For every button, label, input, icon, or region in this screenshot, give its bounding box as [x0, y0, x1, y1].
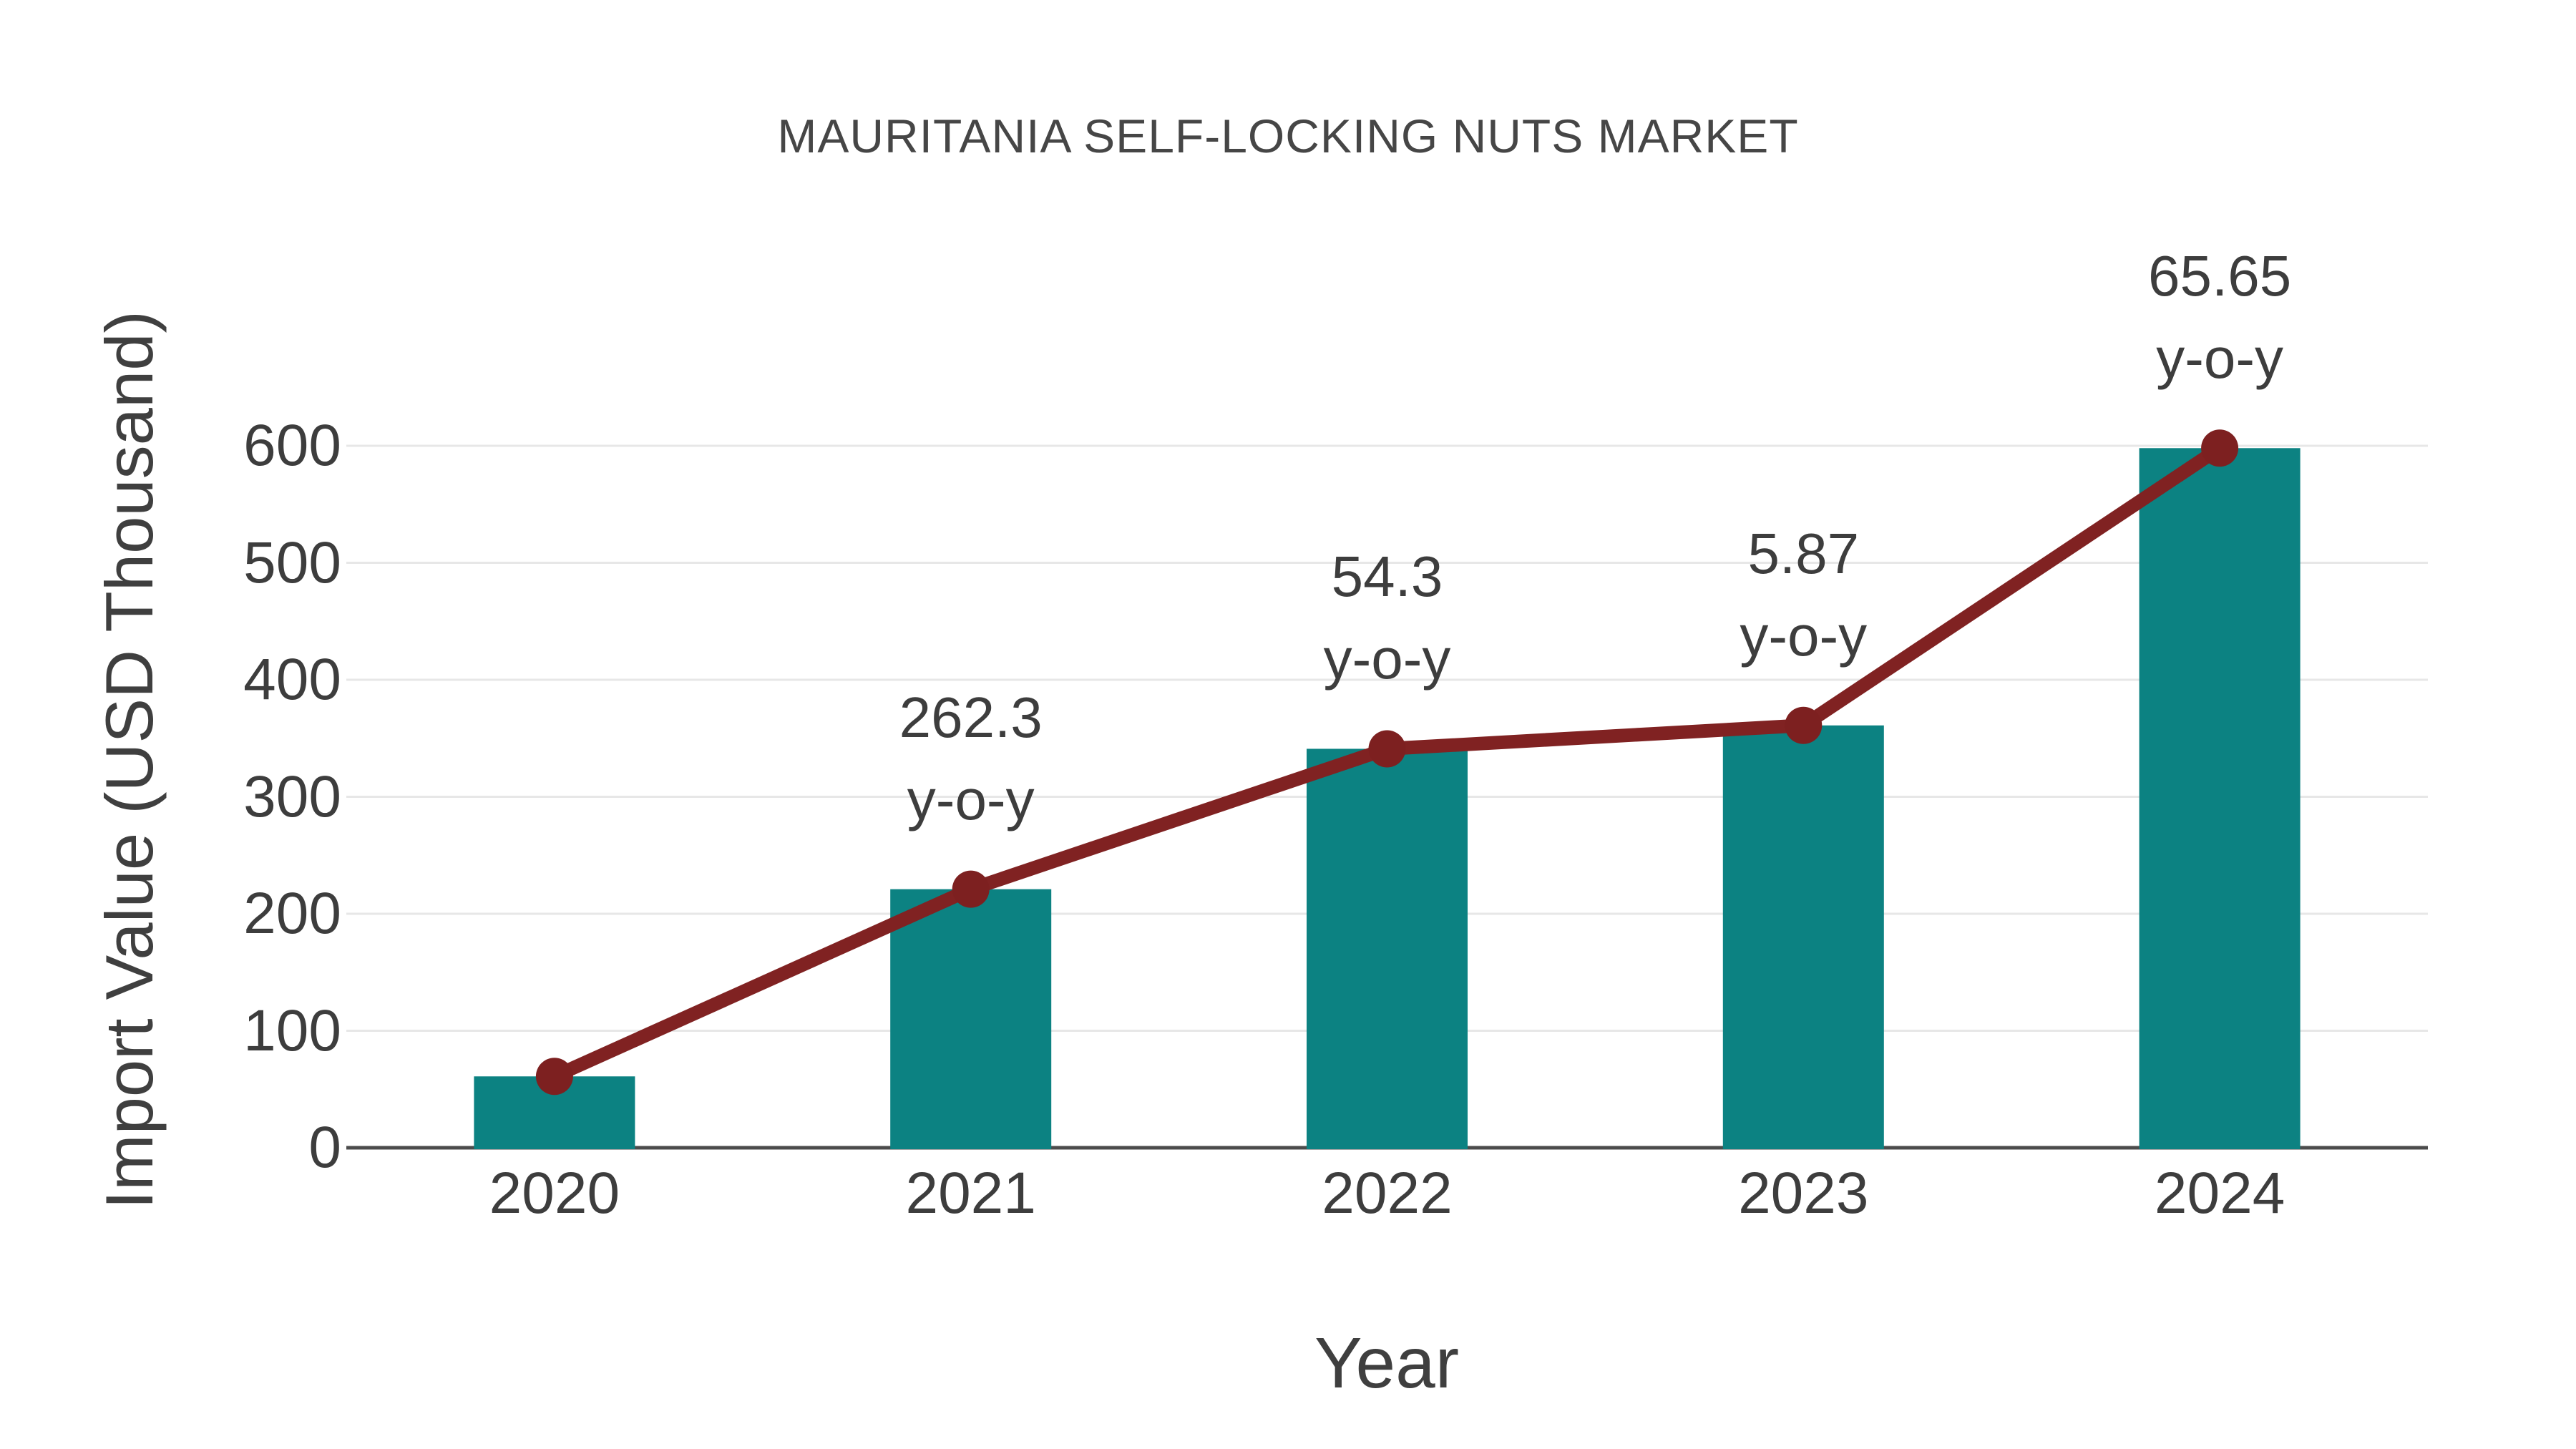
- bar-2024: [2139, 448, 2301, 1149]
- data-point-dot-2022: [1368, 730, 1406, 768]
- data-point-dot-2020: [535, 1058, 573, 1096]
- annotation-value-2021: 262.3: [899, 685, 1043, 749]
- y-tick-label-0: 0: [308, 1115, 341, 1180]
- y-tick-label-500: 500: [243, 530, 341, 595]
- y-tick-label-300: 300: [243, 763, 341, 829]
- x-axis-title: Year: [1314, 1323, 1460, 1403]
- x-tick-label-2021: 2021: [905, 1161, 1036, 1226]
- y-tick-label-200: 200: [243, 881, 341, 946]
- annotation-suffix-2023: y-o-y: [1740, 603, 1868, 668]
- annotation-value-2022: 54.3: [1331, 545, 1443, 609]
- annotation-value-2023: 5.87: [1747, 521, 1860, 585]
- x-tick-label-2022: 2022: [1322, 1161, 1453, 1226]
- bar-2021: [890, 889, 1052, 1149]
- x-tick-label-2024: 2024: [2154, 1161, 2285, 1226]
- bar-2023: [1722, 725, 1884, 1149]
- y-tick-label-100: 100: [243, 997, 341, 1063]
- y-tick-label-600: 600: [243, 413, 341, 478]
- annotation-value-2024: 65.65: [2147, 244, 2292, 308]
- annotation-suffix-2024: y-o-y: [2156, 326, 2283, 391]
- x-tick-label-2020: 2020: [489, 1161, 620, 1226]
- bar-2022: [1307, 748, 1468, 1149]
- annotation-suffix-2022: y-o-y: [1323, 627, 1451, 691]
- x-tick-label-2023: 2023: [1738, 1161, 1869, 1226]
- data-point-dot-2021: [952, 870, 990, 908]
- chart-title: MAURITANIA SELF-LOCKING NUTS MARKET: [777, 109, 1799, 162]
- y-tick-label-400: 400: [243, 647, 341, 712]
- data-point-dot-2023: [1785, 706, 1823, 744]
- annotation-suffix-2021: y-o-y: [907, 767, 1035, 831]
- data-point-dot-2024: [2201, 429, 2239, 467]
